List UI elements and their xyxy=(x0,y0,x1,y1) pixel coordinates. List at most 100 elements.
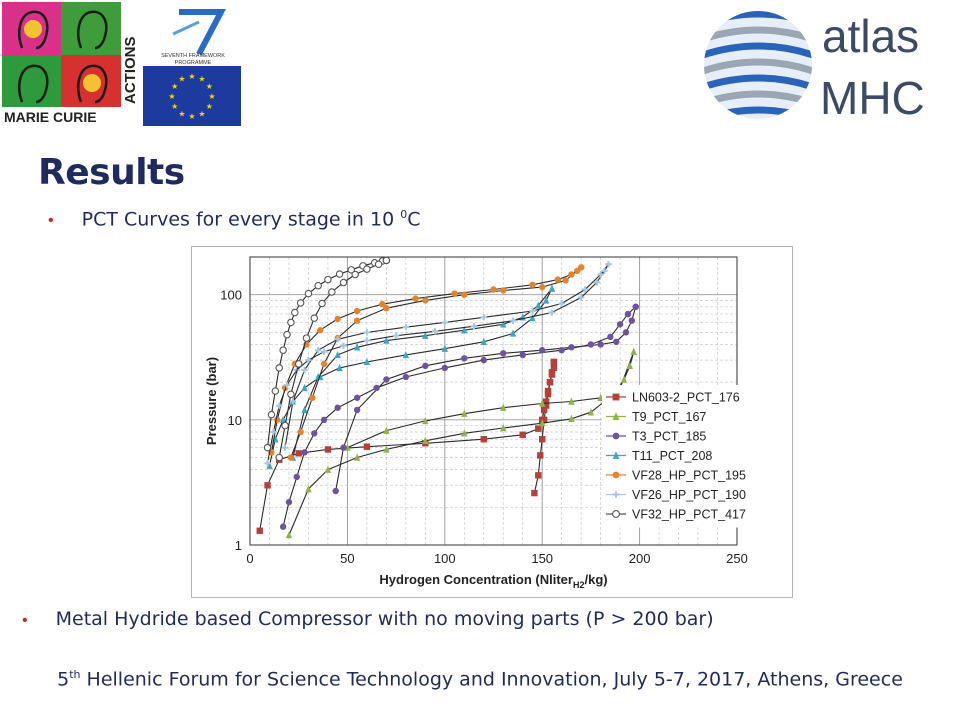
footer-num: 5 xyxy=(57,668,70,691)
series-3-point xyxy=(548,284,556,292)
bullet-pct-curves: • PCT Curves for every stage in 10 0C xyxy=(48,208,421,230)
series-5-point xyxy=(597,271,604,278)
series-5-desorption-line xyxy=(284,263,609,448)
series-1-point xyxy=(461,429,468,437)
series-2-point xyxy=(480,356,487,364)
series-6-point xyxy=(304,289,313,298)
series-1-point xyxy=(285,531,293,539)
series-5-point xyxy=(334,336,341,343)
series-6-point xyxy=(363,265,371,273)
series-4-point xyxy=(529,281,536,288)
series-6-point xyxy=(287,318,295,327)
series-0-point xyxy=(519,431,526,438)
series-6-point xyxy=(275,453,283,462)
series-3-point xyxy=(529,314,536,322)
series-3-point xyxy=(314,372,322,381)
series-4-point xyxy=(539,283,546,291)
series-1-point xyxy=(383,426,390,434)
series-4-point xyxy=(309,394,316,401)
series-6-point xyxy=(382,256,391,265)
series-6-point xyxy=(291,308,299,317)
series-2-point xyxy=(422,362,429,370)
series-0-point xyxy=(537,452,544,459)
bullet-compressor-text: Metal Hydride based Compressor with no m… xyxy=(55,608,714,630)
series-2-point xyxy=(628,317,636,324)
bullet-pct-sup: 0 xyxy=(400,208,408,221)
series-4-point xyxy=(353,317,361,324)
series-6-point xyxy=(335,270,344,278)
series-2-point xyxy=(293,473,300,481)
series-4-point xyxy=(316,327,324,334)
series-1-point xyxy=(305,485,312,493)
series-1-point xyxy=(383,445,390,453)
series-2-point xyxy=(332,487,339,495)
legend-label: VF28_HP_PCT_195 xyxy=(632,469,746,483)
eu-star-icon: ★ xyxy=(171,82,178,91)
series-0-point xyxy=(295,450,302,457)
series-3-point xyxy=(266,461,273,469)
atlas-text: atlas xyxy=(822,10,919,62)
series-0-point xyxy=(544,391,552,398)
series-5-point xyxy=(593,279,600,286)
series-2-point xyxy=(500,350,507,357)
series-3-point xyxy=(535,301,542,309)
series-4-point xyxy=(577,264,585,271)
series-6-point xyxy=(283,330,291,339)
series-4-point xyxy=(412,295,419,302)
series-3-desorption-line xyxy=(292,288,553,458)
footer-conference: 5th Hellenic Forum for Science Technolog… xyxy=(0,668,960,690)
series-6-point xyxy=(281,421,289,430)
series-1-point xyxy=(630,347,637,355)
series-2-point xyxy=(402,373,410,381)
y-tick-label: 10 xyxy=(228,413,242,428)
series-3-point xyxy=(422,331,429,339)
pct-chart: 0 50 100 150 200 250 1 10 100 Hydrogen Concentrat… xyxy=(191,246,793,598)
eu-star-icon: ★ xyxy=(178,109,185,118)
series-2-point xyxy=(568,344,575,351)
series-4-point xyxy=(562,277,569,284)
atlas-mhc-logo: atlas MHC xyxy=(704,10,925,124)
footer-sup: th xyxy=(69,668,81,681)
series-5-point xyxy=(392,332,400,339)
series-0-point xyxy=(542,402,550,409)
series-6-point xyxy=(351,270,359,279)
x-axis-title: Hydrogen Concentration (NliterH2/kg) xyxy=(379,572,607,590)
marie-curie-text: MARIE CURIE xyxy=(4,109,97,125)
series-5-point xyxy=(305,356,312,364)
series-1-point xyxy=(422,436,429,445)
mhc-text: MHC xyxy=(820,72,925,124)
series-2-point xyxy=(607,333,614,341)
series-0-point xyxy=(540,406,548,414)
series-6-point xyxy=(310,314,319,322)
series-4-point xyxy=(334,315,341,323)
series-5-point xyxy=(283,381,291,389)
series-6-point xyxy=(324,275,332,284)
series-2-point xyxy=(632,303,639,311)
fp7-text-2: PROGRAMME xyxy=(175,60,212,66)
x-tick-label: 250 xyxy=(726,551,748,566)
series-0-point xyxy=(256,527,263,534)
x-tick-label: 50 xyxy=(340,551,354,566)
series-3-point xyxy=(279,415,287,424)
bullet-pct-main: PCT Curves for every stage in 10 xyxy=(81,208,401,231)
series-0-point xyxy=(550,358,558,366)
eu-star-icon: ★ xyxy=(198,75,205,84)
legend-label: LN603-2_PCT_176 xyxy=(632,391,740,405)
series-4-point xyxy=(353,307,361,315)
y-axis-title: Pressure (bar) xyxy=(204,357,219,445)
y-tick-label: 1 xyxy=(235,538,242,553)
series-6-point xyxy=(302,334,311,342)
eu-star-icon: ★ xyxy=(206,102,213,111)
series-6-point xyxy=(275,364,283,372)
series-3-point xyxy=(461,326,468,334)
series-4-point xyxy=(490,286,497,293)
legend-label: VF26_HP_PCT_190 xyxy=(632,488,746,502)
series-6-point xyxy=(347,266,356,274)
series-5-point xyxy=(281,444,289,451)
series-3-point xyxy=(500,320,507,328)
bullet-icon: • xyxy=(22,612,28,629)
legend-marker xyxy=(612,471,620,479)
legend-label: T11_PCT_208 xyxy=(632,449,712,463)
series-1-point xyxy=(587,408,595,416)
legend-marker xyxy=(612,510,620,518)
